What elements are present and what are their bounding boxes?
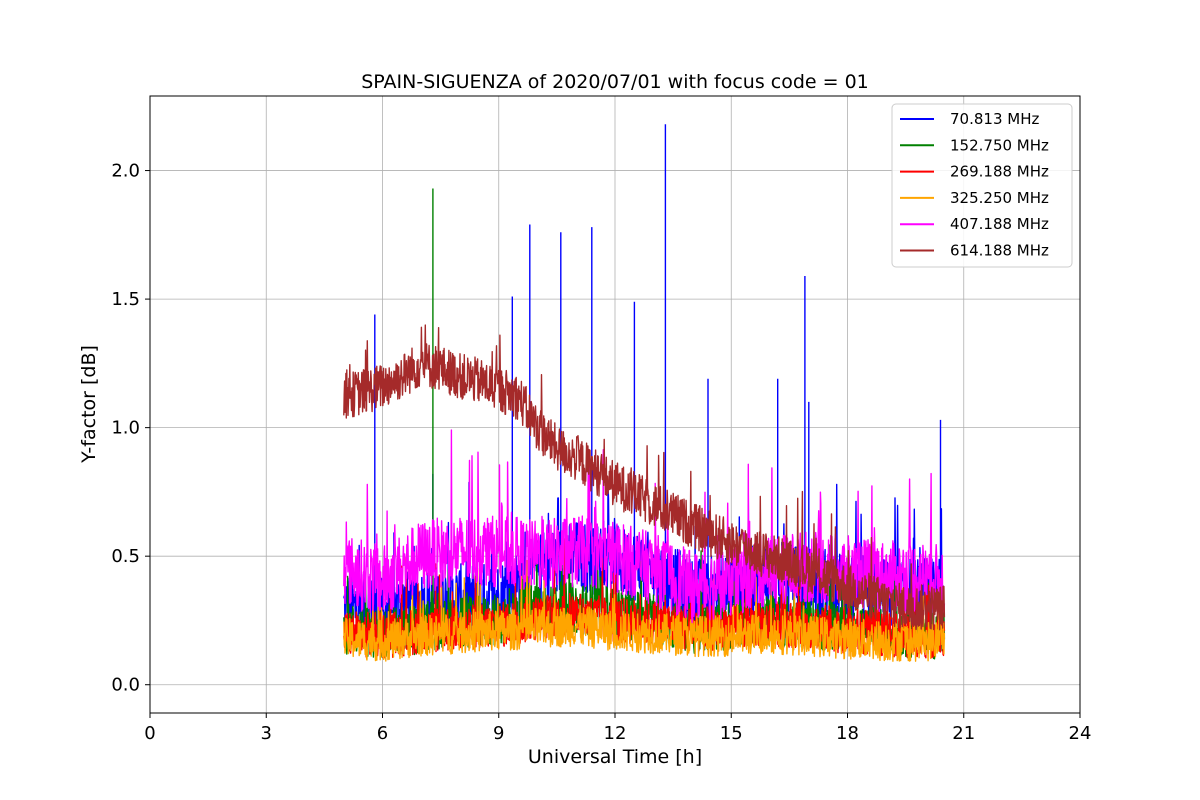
legend-label-2: 269.188 MHz: [950, 163, 1049, 181]
series-line-3: [343, 559, 946, 662]
y-tick-label-4: 2.0: [111, 161, 140, 182]
legend-label-3: 325.250 MHz: [950, 189, 1049, 207]
y-tick-label-1: 0.5: [111, 546, 140, 567]
x-tick-label-2: 6: [377, 723, 388, 744]
legend-label-5: 614.188 MHz: [950, 242, 1049, 260]
x-tick-label-8: 24: [1069, 723, 1092, 744]
series-line-4: [343, 429, 946, 624]
y-tick-label-3: 1.5: [111, 289, 140, 310]
legend-box: [891, 103, 1073, 268]
y-axis-label: Y-factor [dB]: [78, 345, 100, 464]
x-tick-label-3: 9: [493, 723, 504, 744]
x-tick-label-6: 18: [836, 723, 859, 744]
legend: 70.813 MHz 152.750 MHz 269.188 MHz 325.250 …: [891, 103, 1073, 268]
legend-label-4: 407.188 MHz: [950, 215, 1049, 233]
y-tick-label-0: 0.0: [111, 675, 140, 696]
x-tick-label-5: 15: [720, 723, 743, 744]
ticks: 0 3 6 9 12 15 18 21 24 0.0 0.5 1.0 1.5 2.0: [111, 161, 1091, 744]
x-tick-label-1: 3: [261, 723, 272, 744]
chart-title: SPAIN-SIGUENZA of 2020/07/01 with focus …: [361, 71, 869, 93]
legend-label-1: 152.750 MHz: [950, 136, 1049, 154]
legend-label-0: 70.813 MHz: [950, 110, 1039, 128]
y-tick-label-2: 1.0: [111, 418, 140, 439]
series-layer: [343, 124, 946, 662]
x-tick-label-0: 0: [144, 723, 155, 744]
series-line-5: [343, 324, 946, 631]
x-tick-label-7: 21: [952, 723, 975, 744]
x-axis-label: Universal Time [h]: [528, 746, 702, 768]
x-tick-label-4: 12: [604, 723, 627, 744]
